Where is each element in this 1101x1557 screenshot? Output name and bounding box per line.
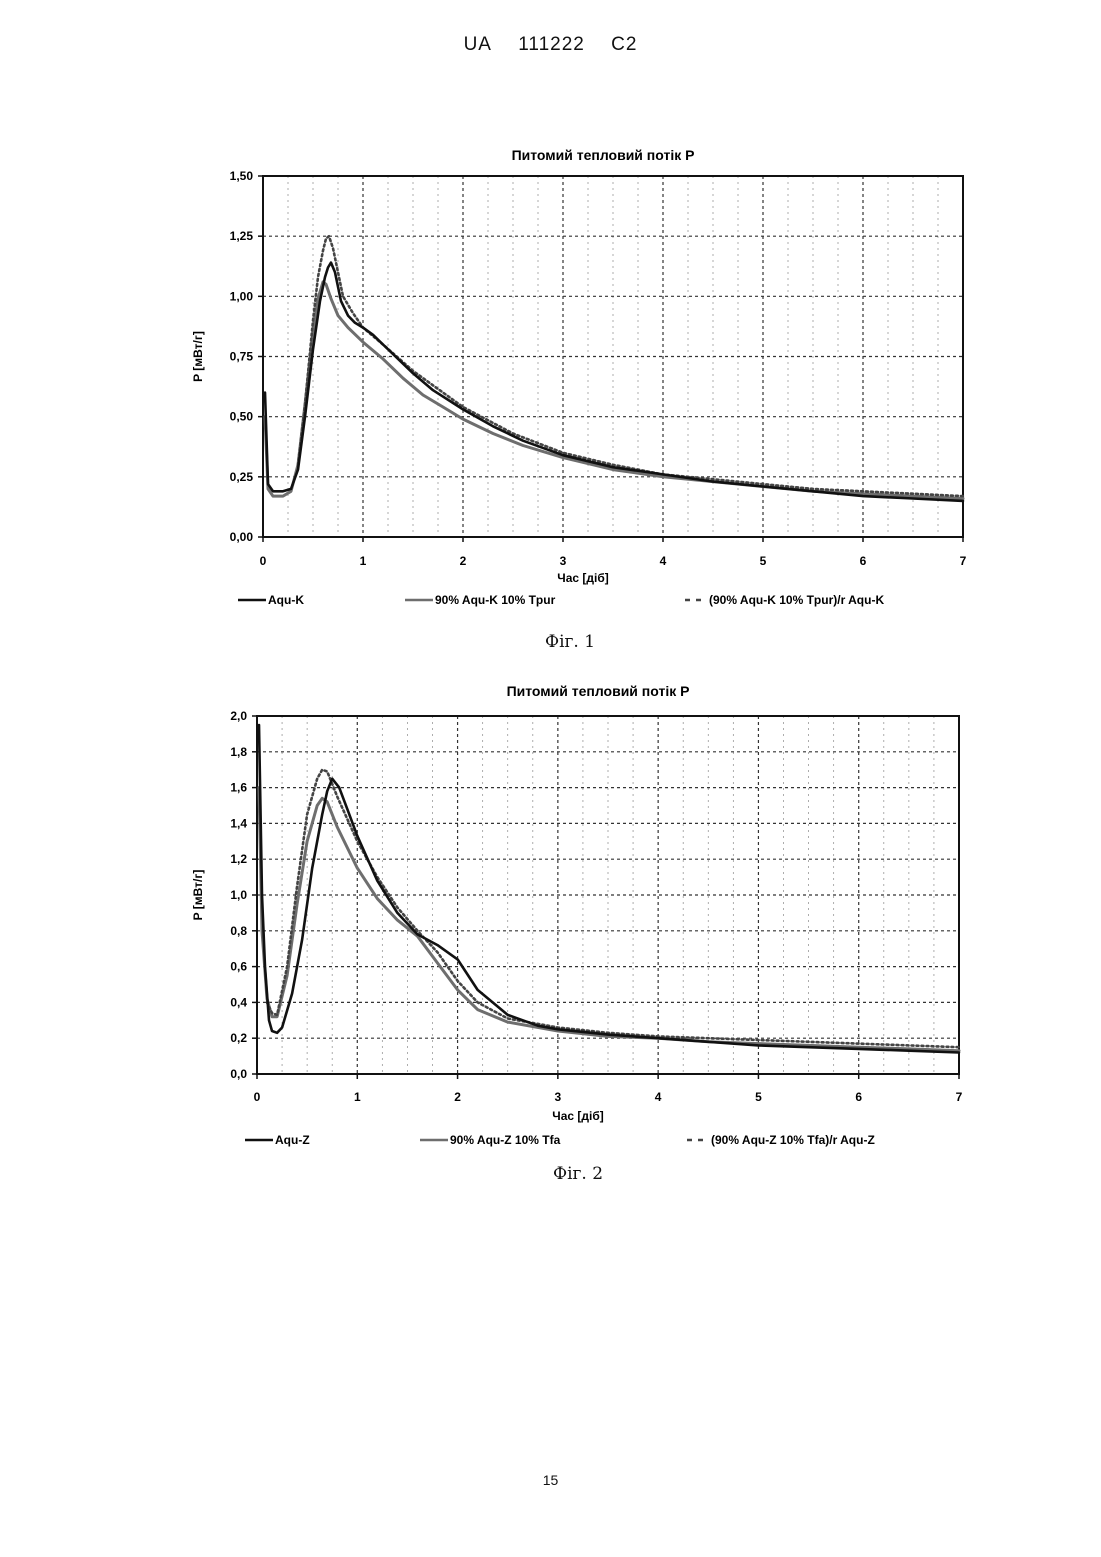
y-tick-label: 1,4 <box>230 816 247 830</box>
x-tick-label: 0 <box>254 1090 261 1104</box>
chart-title: Питомий тепловий потік P <box>507 683 690 699</box>
x-tick-label: 1 <box>354 1090 361 1104</box>
x-tick-label: 2 <box>454 1090 461 1104</box>
y-tick-label: 1,2 <box>230 852 247 866</box>
figure-2-caption: Фіг. 2 <box>478 1164 678 1184</box>
figure-2: Питомий тепловий потік P 0,0 0,2 0,4 0,6 0,8 1… <box>0 0 1101 1220</box>
y-tick-label: 0,6 <box>230 960 247 974</box>
y-tick-label: 0,2 <box>230 1031 247 1045</box>
series-line-2 <box>259 788 959 1051</box>
legend-entry: 90% Aqu-Z 10% Tfa <box>450 1133 561 1147</box>
x-tick-label: 6 <box>855 1090 862 1104</box>
y-axis-label: P [мВт/г] <box>191 870 205 921</box>
y-tick-label: 1,0 <box>230 888 247 902</box>
y-tick-label: 2,0 <box>230 709 247 723</box>
chart-2: Питомий тепловий потік P 0,0 0,2 0,4 0,6 0,8 1… <box>0 0 1101 1220</box>
y-tick-label: 0,0 <box>230 1067 247 1081</box>
page-number: 15 <box>0 1472 1101 1488</box>
series-line-3 <box>267 770 959 1047</box>
x-tick-label: 4 <box>655 1090 662 1104</box>
series-line-1 <box>259 725 959 1053</box>
grid <box>257 716 959 1074</box>
x-axis-label: Час [діб] <box>552 1109 603 1123</box>
x-tick-label: 5 <box>755 1090 762 1104</box>
legend-entry: (90% Aqu-Z 10% Tfa)/r Aqu-Z <box>711 1133 875 1147</box>
y-tick-label: 1,8 <box>230 745 247 759</box>
y-tick-label: 1,6 <box>230 781 247 795</box>
legend-entry: Aqu-Z <box>275 1133 310 1147</box>
x-tick-label: 7 <box>956 1090 963 1104</box>
x-tick-label: 3 <box>555 1090 562 1104</box>
y-tick-label: 0,8 <box>230 924 247 938</box>
y-tick-label: 0,4 <box>230 995 247 1009</box>
